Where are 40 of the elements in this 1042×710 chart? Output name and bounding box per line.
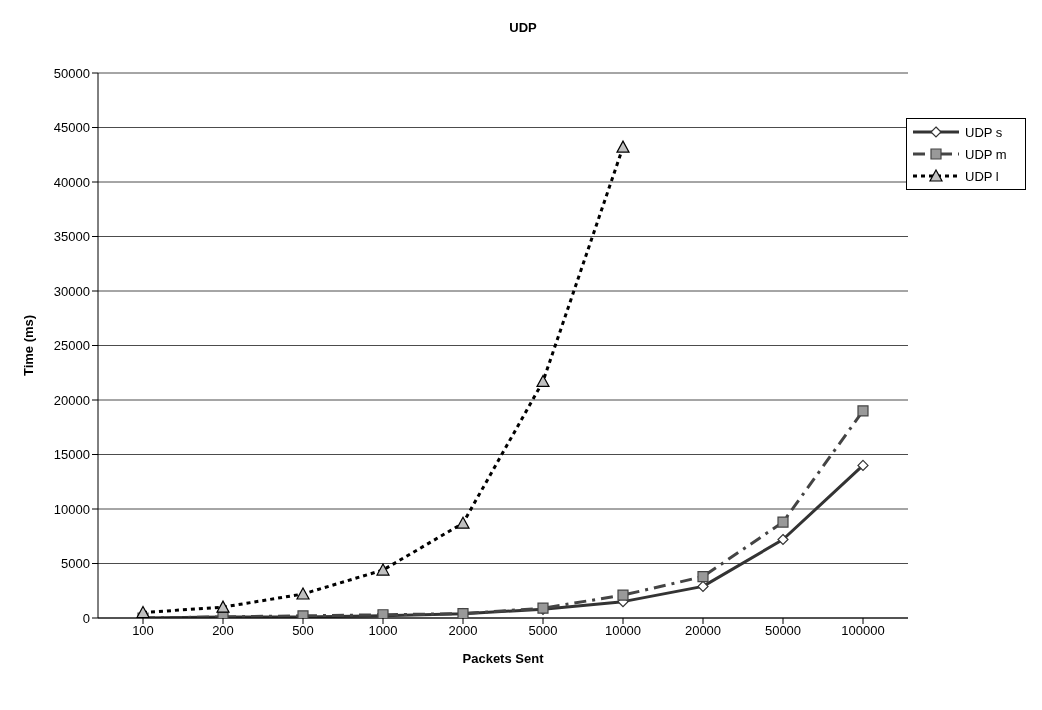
x-tick-label: 10000 bbox=[604, 623, 642, 639]
x-axis-title: Packets Sent bbox=[462, 651, 545, 666]
x-tick-label: 100000 bbox=[841, 623, 885, 639]
x-tick-label: 2000 bbox=[448, 623, 478, 639]
point bbox=[456, 516, 470, 529]
point bbox=[617, 589, 629, 601]
chart-title: UDP bbox=[508, 19, 538, 37]
y-tick-label: 20000 bbox=[53, 392, 90, 408]
point bbox=[216, 600, 230, 613]
point bbox=[857, 405, 869, 417]
point bbox=[697, 570, 709, 583]
x-tick-label: 5000 bbox=[528, 623, 558, 639]
point bbox=[616, 140, 630, 153]
y-tick-label: 35000 bbox=[53, 229, 90, 245]
y-tick-label: 40000 bbox=[53, 174, 90, 190]
point bbox=[136, 605, 150, 618]
legend-label: UDP l bbox=[965, 168, 999, 184]
y-tick-label: 25000 bbox=[53, 338, 90, 354]
y-axis-title: Time (ms) bbox=[20, 314, 36, 377]
point bbox=[376, 563, 390, 576]
point bbox=[777, 533, 789, 546]
x-tick-label: 200 bbox=[212, 623, 234, 639]
x-tick-label: 1000 bbox=[368, 623, 398, 639]
x-tick-label: 500 bbox=[292, 623, 314, 639]
y-tick-label: 10000 bbox=[53, 501, 90, 517]
y-tick-label: 30000 bbox=[53, 283, 90, 299]
y-tick-label: 15000 bbox=[53, 447, 90, 463]
point bbox=[777, 516, 789, 528]
y-tick-label: 50000 bbox=[53, 65, 90, 81]
y-tick-label: 0 bbox=[82, 610, 90, 626]
point bbox=[536, 374, 550, 388]
legend-label: UDP m bbox=[965, 146, 1007, 162]
y-tick-label: 45000 bbox=[53, 120, 90, 136]
x-tick-label: 20000 bbox=[684, 623, 722, 639]
x-tick-label: 50000 bbox=[764, 623, 802, 639]
legend-label: UDP s bbox=[965, 124, 1003, 140]
y-tick-label: 5000 bbox=[61, 556, 90, 572]
x-tick-label: 100 bbox=[132, 623, 154, 639]
point bbox=[857, 459, 869, 471]
point bbox=[296, 587, 310, 600]
